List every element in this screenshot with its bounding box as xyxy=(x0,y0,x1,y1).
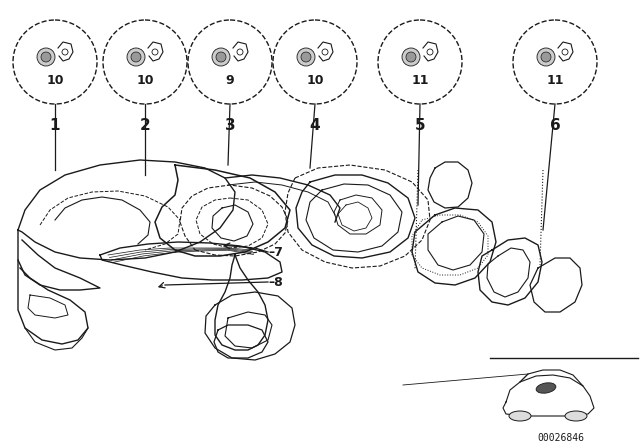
Ellipse shape xyxy=(565,411,587,421)
Text: –7: –7 xyxy=(268,246,283,258)
Text: 11: 11 xyxy=(547,73,564,86)
Text: 3: 3 xyxy=(225,118,236,133)
Circle shape xyxy=(541,52,551,62)
Text: 9: 9 xyxy=(226,73,234,86)
Text: 10: 10 xyxy=(136,73,154,86)
Circle shape xyxy=(37,48,55,66)
Text: 6: 6 xyxy=(550,118,561,133)
Circle shape xyxy=(301,52,311,62)
Ellipse shape xyxy=(536,383,556,393)
Text: 4: 4 xyxy=(310,118,320,133)
Text: 1: 1 xyxy=(50,118,60,133)
Circle shape xyxy=(402,48,420,66)
Text: 11: 11 xyxy=(412,73,429,86)
Circle shape xyxy=(537,48,555,66)
Circle shape xyxy=(131,52,141,62)
Text: –8: –8 xyxy=(268,276,283,289)
Circle shape xyxy=(216,52,226,62)
Text: 10: 10 xyxy=(46,73,64,86)
Text: 10: 10 xyxy=(307,73,324,86)
Circle shape xyxy=(41,52,51,62)
Circle shape xyxy=(297,48,315,66)
Circle shape xyxy=(212,48,230,66)
Text: 00026846: 00026846 xyxy=(538,433,584,443)
Text: 2: 2 xyxy=(140,118,150,133)
Text: 5: 5 xyxy=(415,118,426,133)
Circle shape xyxy=(127,48,145,66)
Ellipse shape xyxy=(509,411,531,421)
Circle shape xyxy=(406,52,416,62)
